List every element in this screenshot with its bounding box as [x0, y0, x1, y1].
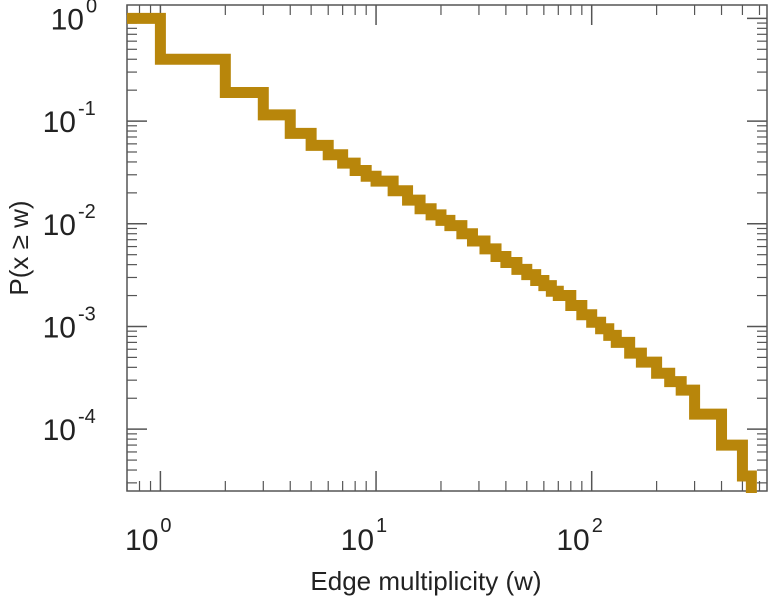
y-tick-label-base: 10 [51, 3, 84, 36]
y-tick-label-base: 10 [43, 106, 76, 139]
x-tick-label-exponent: 1 [376, 515, 387, 537]
x-axis-title: Edge multiplicity (w) [310, 566, 541, 596]
series-layer [127, 12, 757, 493]
x-tick-labels: 10 0 10 1 10 2 [125, 515, 603, 557]
x-tick-label: 10 0 [125, 515, 172, 557]
y-tick-label-base: 10 [43, 414, 76, 447]
y-tick-label-exponent: -4 [78, 406, 96, 428]
x-tick-label-base: 10 [556, 524, 589, 557]
y-tick-label: 10 -3 [43, 303, 96, 344]
y-tick-label: 10 -1 [43, 98, 96, 139]
plot-frame [126, 4, 768, 492]
y-tick-label: 10 -4 [43, 406, 96, 447]
x-tick-label-base: 10 [341, 524, 374, 557]
y-tick-label-base: 10 [43, 311, 76, 344]
y-tick-label-exponent: 0 [86, 0, 97, 17]
x-tick-label-exponent: 2 [592, 515, 603, 537]
x-tick-label-base: 10 [125, 524, 158, 557]
y-tick-label-exponent: -2 [78, 201, 96, 223]
minor-ticks [126, 5, 767, 491]
y-tick-label: 10 -2 [43, 201, 96, 242]
y-tick-label-exponent: -3 [78, 303, 96, 325]
y-tick-label: 10 0 [51, 0, 98, 36]
x-tick-label-exponent: 0 [160, 515, 171, 537]
y-axis-title: P(x ≥ w) [4, 200, 34, 295]
series-line-0 [127, 12, 757, 493]
x-tick-label: 10 1 [341, 515, 388, 557]
x-tick-label: 10 2 [556, 515, 603, 557]
y-tick-label-exponent: -1 [78, 98, 96, 120]
y-tick-label-base: 10 [43, 209, 76, 242]
